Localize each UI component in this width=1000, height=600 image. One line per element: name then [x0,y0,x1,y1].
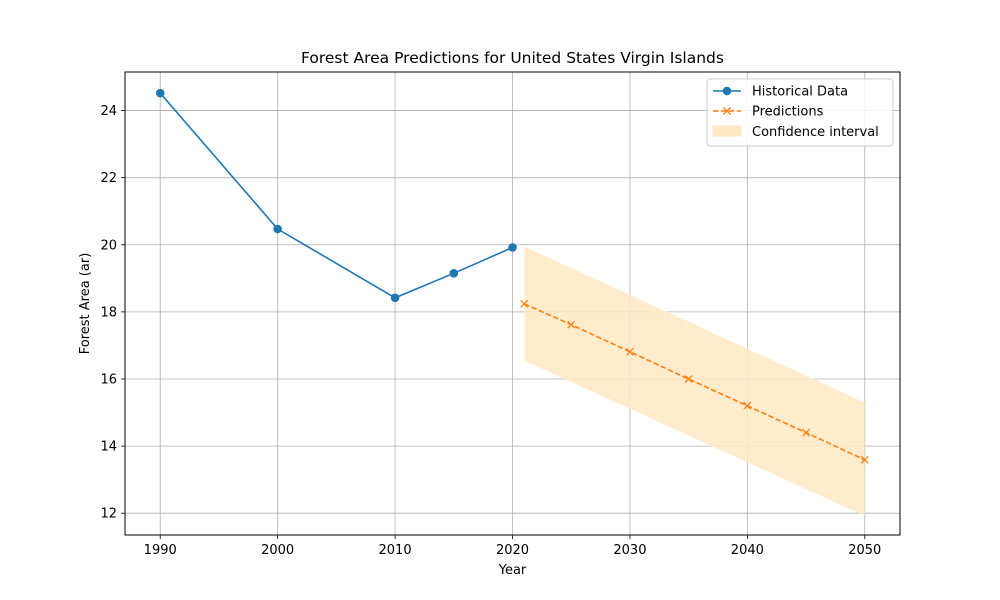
series-line-0 [159,92,513,299]
x-tick-label: 1990 [144,543,177,558]
legend-ci-patch [712,125,742,137]
x-tick-label: 2050 [848,543,881,558]
data-point [684,375,693,383]
legend-historical-label: Historical Data [752,85,848,100]
x-axis-label: Year [498,563,527,578]
data-point [520,299,529,308]
data-point [390,293,400,303]
series-layer [155,88,869,464]
x-tick-label: 2030 [613,543,646,558]
data-point [273,224,282,234]
legend-ci-label: Confidence interval [752,125,879,140]
data-point [860,455,869,464]
y-tick-label: 16 [100,372,117,387]
legend: Historical Data Predictions Confidence i… [706,78,894,147]
y-tick-label: 22 [100,171,117,186]
legend-predictions-marker [723,107,731,115]
data-point [743,401,752,410]
data-point [567,320,576,329]
y-tick-label: 20 [100,238,117,253]
y-tick-label: 24 [100,104,117,119]
y-tick-label: 12 [100,507,117,522]
chart-title: Forest Area Predictions for United State… [301,49,724,67]
legend-box [706,78,894,147]
legend-predictions-label: Predictions [752,105,824,120]
x-tick-label: 2040 [731,543,764,558]
y-axis-ticks: 12 14 16 18 20 22 24 [100,104,125,522]
x-tick-label: 2000 [261,543,294,558]
data-point [625,347,634,356]
y-axis-label: Forest Area (ar) [78,253,93,355]
data-point [802,428,811,437]
data-point [508,243,517,252]
legend-historical-marker [722,86,732,96]
y-tick-label: 14 [100,440,117,455]
x-tick-label: 2020 [496,543,529,558]
x-tick-label: 2010 [379,543,412,558]
x-axis-ticks: 1990 2000 2010 2020 2030 2040 2050 [144,535,881,558]
data-point [155,88,165,98]
y-tick-label: 18 [100,305,117,320]
data-point [449,269,459,278]
